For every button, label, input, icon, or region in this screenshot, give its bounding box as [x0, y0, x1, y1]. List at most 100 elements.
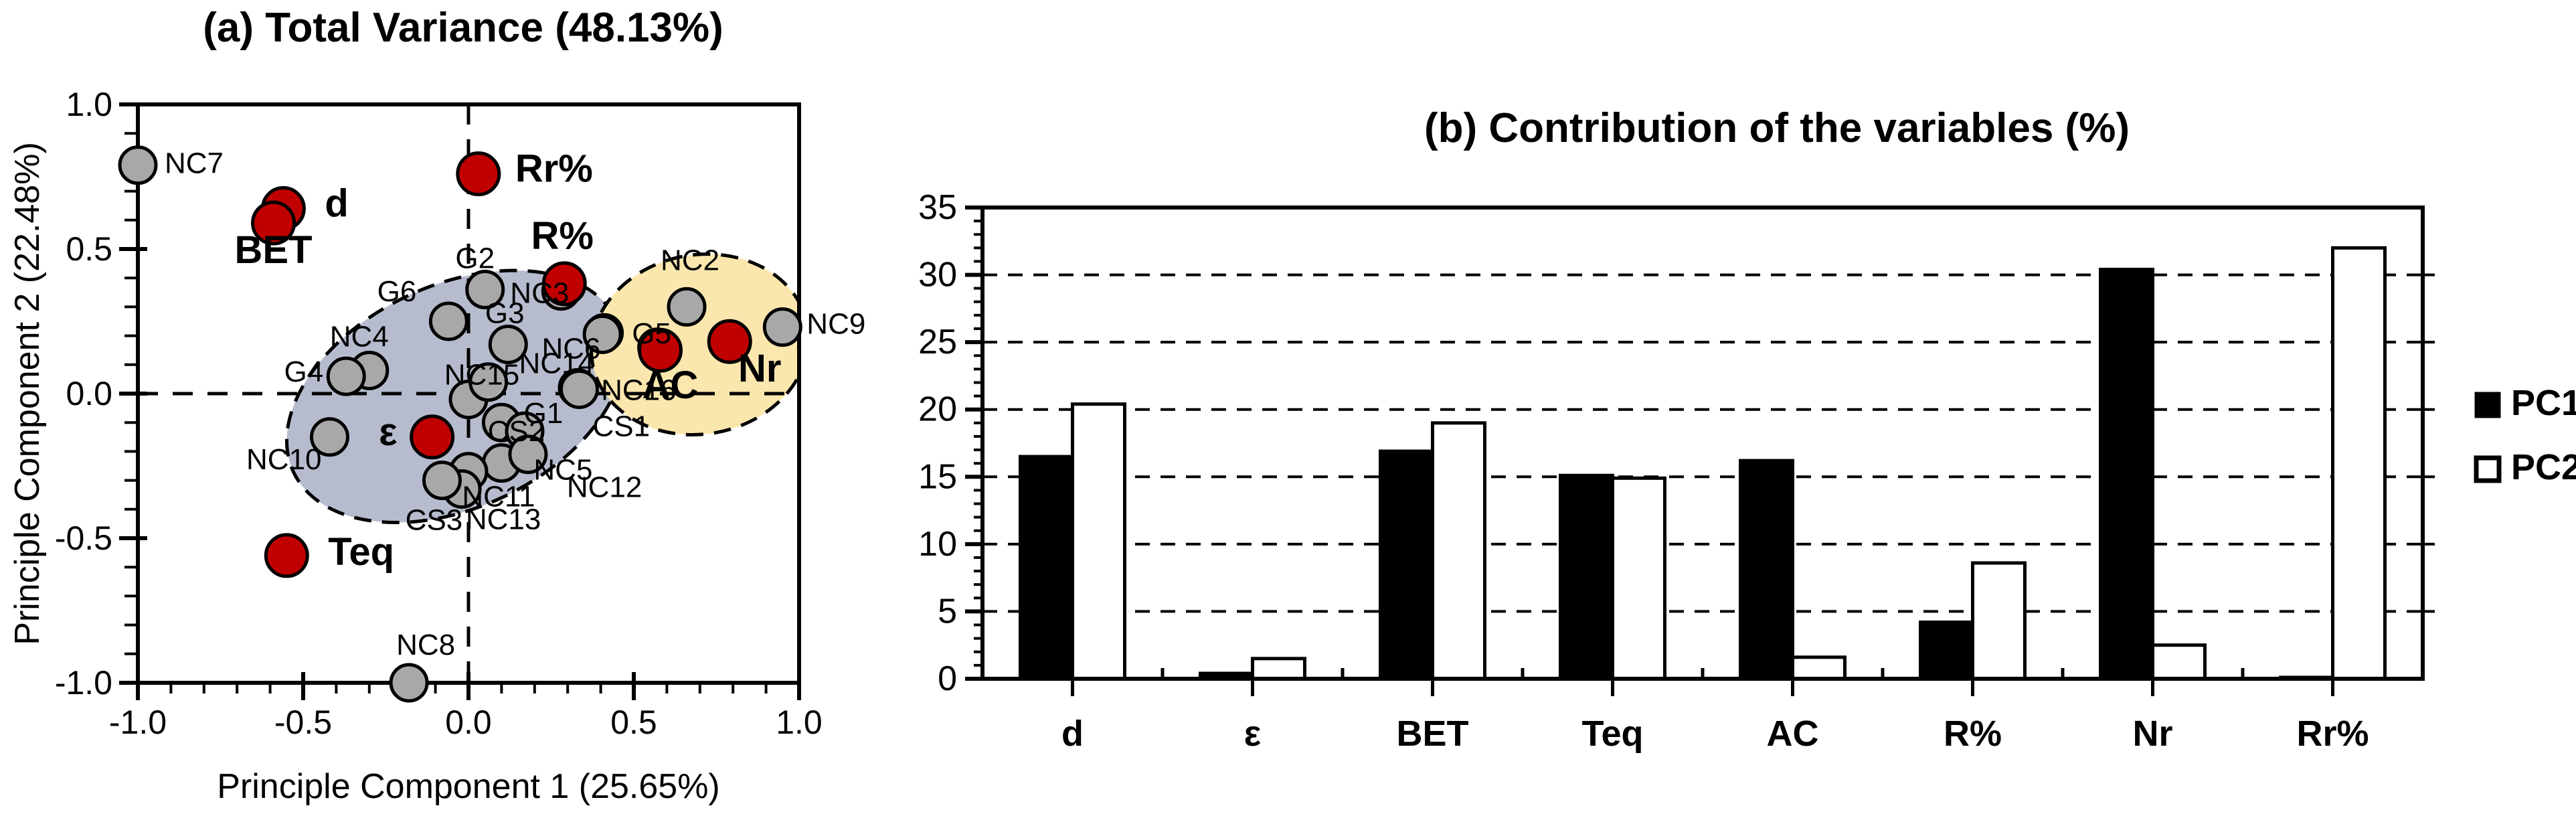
bar-PC2-BET: [1431, 421, 1486, 681]
scatter-point-NC10: [310, 417, 350, 457]
scatter-point-R%: [541, 261, 587, 307]
bar-PC2-R%: [1971, 561, 2027, 681]
scatter-point-NC16: [582, 314, 622, 354]
bar-PC1-AC: [1739, 459, 1794, 681]
scatter-label-NC3: NC3: [510, 277, 569, 310]
scatter-label-NC12: NC12: [567, 471, 642, 504]
bar-category-label-Nr: Nr: [2132, 714, 2172, 754]
bar-category-label-d: d: [1061, 714, 1084, 754]
bar-y-tick-label: 15: [918, 457, 957, 496]
scatter-label-NC13: NC13: [466, 503, 541, 536]
y-tick-label: 0.5: [66, 230, 112, 268]
bar-y-tick-label: 10: [918, 525, 957, 564]
bar-y-tick-label: 5: [938, 592, 957, 631]
bar-PC2-Rr%: [2331, 246, 2387, 681]
bar-y-tick-label: 35: [918, 188, 957, 227]
scatter-point-AC: [638, 327, 683, 373]
x-tick-label: 0.5: [610, 704, 657, 741]
panel-a-y-axis-title: Principle Component 2 (22.48%): [8, 142, 47, 645]
scatter-label-NC5: NC5: [533, 454, 592, 487]
bar-category-label-Teq: Teq: [1582, 714, 1644, 754]
bar-PC2-ε: [1251, 657, 1306, 681]
bar-y-tick-label: 0: [938, 659, 957, 698]
panel-a-title: (a) Total Variance (48.13%): [203, 5, 723, 51]
scatter-label-G2: G2: [455, 242, 495, 274]
scatter-label-G5: G5: [632, 317, 671, 350]
bar-PC2-AC: [1791, 655, 1847, 681]
scatter-point-Nr: [707, 319, 752, 364]
scatter-label-CS3: CS3: [406, 504, 463, 537]
scatter-label-BET: BET: [235, 228, 313, 272]
scatter-label-Nr: Nr: [738, 347, 781, 390]
scatter-point-NC12: [508, 434, 548, 475]
bar-y-tick-label: 25: [918, 323, 957, 361]
scatter-point-Rr%: [456, 151, 501, 197]
bar-category-label-ε: ε: [1244, 714, 1262, 754]
scatter-point-ε: [410, 414, 455, 460]
scatter-label-NC10: NC10: [246, 443, 322, 476]
scatter-label-G1: G1: [524, 397, 564, 430]
bar-PC1-Nr: [2099, 268, 2154, 681]
x-tick-label: 0.0: [445, 704, 492, 741]
bar-PC1-d: [1019, 455, 1074, 681]
bar-category-label-AC: AC: [1767, 714, 1819, 754]
x-tick-label: 1.0: [776, 704, 823, 741]
y-tick-label: 1.0: [66, 86, 112, 123]
bar-PC2-Teq: [1611, 476, 1666, 681]
y-tick-label: 0.0: [66, 375, 112, 412]
scatter-point-NC8: [389, 663, 429, 703]
bar-category-label-BET: BET: [1397, 714, 1469, 754]
x-tick-label: -0.5: [274, 704, 332, 741]
scatter-point-Teq: [264, 533, 309, 578]
scatter-label-NC4: NC4: [330, 320, 389, 353]
bar-PC1-Teq: [1559, 473, 1614, 681]
bar-PC2-d: [1071, 402, 1126, 681]
bar-plot-frame: [980, 206, 2425, 681]
scatter-point-unlabeled: [468, 362, 509, 402]
legend-label-pc1: PC1: [2511, 383, 2576, 423]
scatter-label-NC6: NC6: [542, 332, 601, 365]
scatter-label-Teq: Teq: [328, 530, 394, 574]
scatter-point-CS1: [559, 370, 599, 410]
legend-swatch-pc1: [2474, 392, 2501, 418]
scatter-label-R%: R%: [531, 214, 594, 258]
scatter-point-NC2: [667, 287, 707, 327]
x-tick-label: -1.0: [109, 704, 167, 741]
scatter-plot: -1.0 -0.5 0.0 0.5 1.0 1.0 0.5 0.0 -0.5 -1.0 NC7 d BE…: [55, 86, 866, 741]
scatter-label-Rr%: Rr%: [515, 147, 593, 191]
sample-cluster-yellow: [590, 252, 799, 436]
scatter-point-G4: [326, 356, 366, 396]
scatter-label-d: d: [325, 182, 348, 226]
legend-label-pc2: PC2: [2511, 447, 2576, 487]
scatter-label-NC7: NC7: [165, 147, 224, 180]
bar-PC2-Nr: [2151, 643, 2207, 681]
scatter-label-NC14: NC14: [519, 347, 595, 380]
bar-y-tick-label: 30: [918, 256, 957, 295]
scatter-label-NC8: NC8: [396, 629, 455, 661]
scatter-label-G3: G3: [485, 297, 525, 330]
bar-PC1-R%: [1919, 621, 1974, 681]
legend-swatch-pc2: [2474, 455, 2502, 483]
scatter-label-ε: ε: [379, 410, 398, 454]
scatter-point-G6: [428, 301, 468, 341]
scatter-label-AC: AC: [642, 363, 699, 407]
bar-category-label-Rr%: Rr%: [2296, 714, 2369, 754]
scatter-point-BET: [251, 200, 296, 246]
panel-a-x-axis-title: Principle Component 1 (25.65%): [217, 767, 720, 806]
y-tick-label: -1.0: [55, 664, 112, 702]
bar-PC1-BET: [1379, 449, 1434, 681]
scatter-point-G3: [488, 325, 528, 365]
scatter-label-CS2: CS2: [488, 415, 545, 448]
scatter-label-NC11: NC11: [462, 481, 535, 513]
scatter-point-CS3: [422, 461, 462, 501]
scatter-label-NC2: NC2: [661, 244, 719, 276]
scatter-label-CS1: CS1: [592, 410, 650, 443]
scatter-point-NC9: [762, 307, 802, 347]
bar-chart: 0 5 10 15 20 25 30 35 d ε BET Teq AC R% Nr Rr%: [918, 188, 2435, 754]
panel-b-title: (b) Contribution of the variables (%): [1424, 105, 2130, 151]
scatter-label-NC15: NC15: [444, 359, 520, 392]
scatter-label-G4: G4: [284, 355, 324, 388]
y-tick-label: -0.5: [55, 519, 112, 557]
